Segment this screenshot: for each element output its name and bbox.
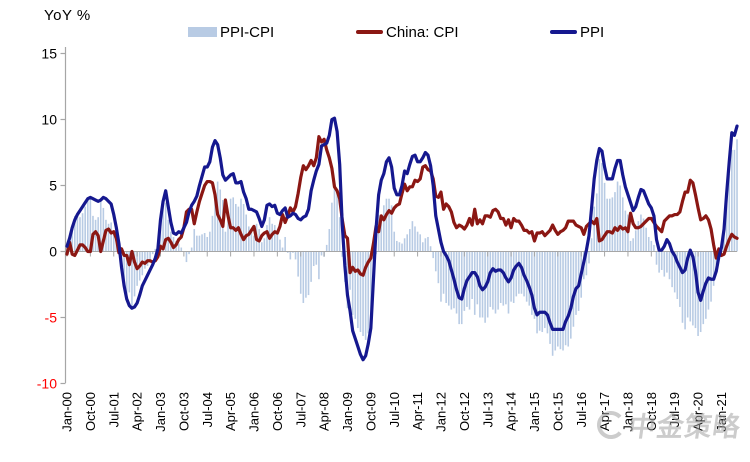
svg-text:Oct-15: Oct-15 — [550, 392, 565, 431]
svg-text:0: 0 — [49, 243, 57, 259]
legend-bar-swatch-icon — [188, 27, 217, 37]
svg-text:Jul-16: Jul-16 — [574, 392, 589, 427]
svg-text:Oct-06: Oct-06 — [270, 392, 285, 431]
bars-ppi-minus-cpi — [66, 139, 738, 356]
svg-text:Jul-01: Jul-01 — [106, 392, 121, 427]
svg-text:Apr-02: Apr-02 — [130, 392, 145, 431]
legend-item-china-cpi: China: CPI — [356, 23, 459, 41]
svg-text:5: 5 — [49, 177, 57, 193]
cpi-line — [65, 135, 739, 277]
legend-label-ppi: PPI — [580, 23, 605, 41]
svg-text:Apr-11: Apr-11 — [410, 392, 425, 430]
svg-text:Oct-00: Oct-00 — [83, 392, 98, 431]
svg-text:Jan-03: Jan-03 — [153, 392, 168, 432]
svg-text:Oct-18: Oct-18 — [644, 392, 659, 431]
x-axis: Jan-00 Oct-00 Jul-01 Apr-02 Jan-03 Oct-03 Jul-… — [60, 251, 737, 432]
svg-text:Oct-09: Oct-09 — [363, 392, 378, 431]
legend-item-ppi: PPI — [550, 23, 605, 41]
svg-text:Jul-19: Jul-19 — [667, 392, 682, 427]
svg-text:Jul-07: Jul-07 — [293, 392, 308, 427]
legend-item-ppi-cpi: PPI-CPI — [188, 23, 275, 41]
chart-title: YoY % — [44, 7, 91, 24]
svg-text:Apr-05: Apr-05 — [223, 392, 238, 431]
svg-text:Jan-12: Jan-12 — [434, 392, 449, 432]
svg-text:Oct-03: Oct-03 — [176, 392, 191, 431]
svg-text:Apr-17: Apr-17 — [597, 392, 612, 431]
svg-text:15: 15 — [41, 45, 57, 61]
y-axis: 15 10 5 0 -5 -10 — [37, 45, 67, 391]
legend-label-china-cpi: China: CPI — [386, 23, 459, 41]
svg-text:Jan-09: Jan-09 — [340, 392, 355, 432]
svg-text:-10: -10 — [37, 375, 57, 391]
ppi-line — [65, 116, 739, 362]
svg-text:Jan-15: Jan-15 — [527, 392, 542, 432]
svg-text:Oct-12: Oct-12 — [457, 392, 472, 431]
svg-text:Jul-10: Jul-10 — [387, 392, 402, 427]
svg-text:Jul-13: Jul-13 — [480, 392, 495, 427]
legend-ppi-line-swatch-icon — [550, 30, 577, 34]
svg-text:Jan-06: Jan-06 — [247, 392, 262, 432]
svg-text:10: 10 — [41, 111, 57, 127]
svg-text:-5: -5 — [45, 309, 58, 325]
svg-text:Jan-18: Jan-18 — [621, 392, 636, 432]
svg-text:Apr-08: Apr-08 — [317, 392, 332, 431]
legend-cpi-line-swatch-icon — [356, 30, 383, 34]
svg-text:Apr-14: Apr-14 — [504, 392, 519, 431]
svg-text:Jan-21: Jan-21 — [714, 392, 729, 432]
svg-text:Jul-04: Jul-04 — [200, 392, 215, 427]
svg-text:Jan-00: Jan-00 — [60, 392, 75, 432]
svg-text:Apr-20: Apr-20 — [691, 392, 706, 431]
legend-label-ppi-cpi: PPI-CPI — [220, 23, 275, 41]
